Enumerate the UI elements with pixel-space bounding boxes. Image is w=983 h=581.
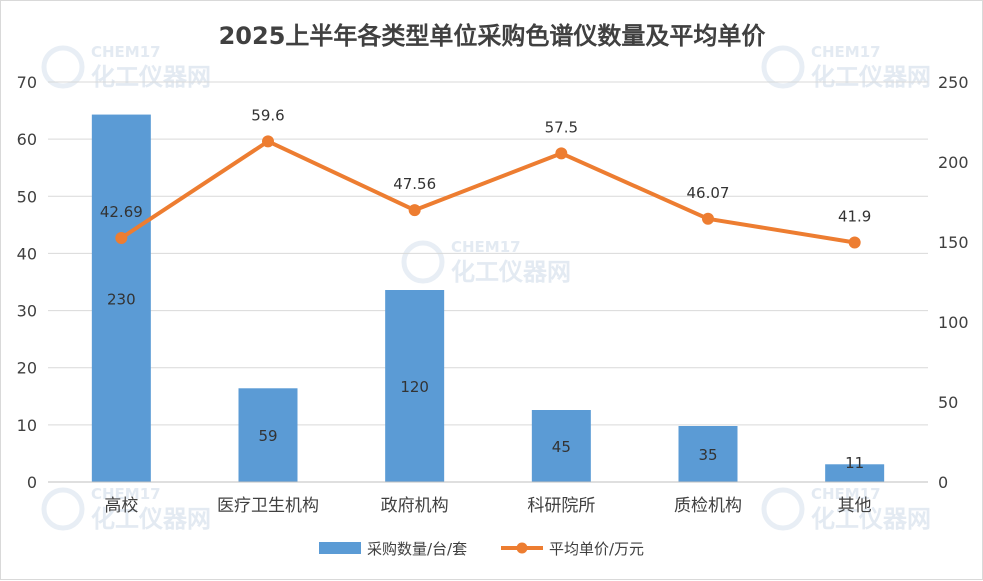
watermark-brand: CHEM17 [451,238,521,256]
watermark-logo-ring [41,45,85,89]
watermark-logo-ring [401,240,445,284]
line-data-label: 46.07 [687,184,730,202]
y-right-tick-label: 250 [938,73,969,92]
watermark-brand: CHEM17 [91,43,161,61]
line-point [555,147,568,160]
watermark-cn: 化工仪器网 [451,258,571,286]
y-left-tick-label: 60 [17,130,37,149]
watermark-cn: 化工仪器网 [811,505,931,533]
y-left-tick-label: 40 [17,244,37,263]
line-point [848,236,861,249]
x-tick-label: 科研院所 [527,496,595,516]
chart-title: 2025上半年各类型单位采购色谱仪数量及平均单价 [219,22,767,50]
line-point [408,204,421,217]
y-right-tick-label: 50 [938,393,958,412]
watermark-brand: CHEM17 [91,485,161,503]
legend-line-marker [516,542,528,554]
bar-data-label: 45 [552,438,571,456]
watermark-layer: CHEM17 化工仪器网 CHEM17 化工仪器网 CHEM17 化工仪器网 CHEM17 化… [41,43,931,533]
legend-bar-swatch [319,542,361,554]
watermark-brand: CHEM17 [811,43,881,61]
y-left-tick-label: 0 [27,473,37,492]
bar [238,388,298,482]
bar-series [91,114,885,483]
bar [531,410,591,482]
line-point [702,212,714,225]
x-tick-label: 高校 [104,496,138,516]
y-right-tick-label: 0 [938,473,948,492]
y-left-tick-label: 10 [17,416,37,435]
watermark-logo-ring [41,487,85,531]
y-left-tick-label: 50 [17,187,37,206]
bar-data-label: 120 [400,378,429,396]
x-tick-label: 其他 [838,496,872,516]
bar-data-label: 35 [698,446,717,464]
legend-line-label: 平均单价/万元 [549,540,644,558]
bar [678,426,738,482]
x-tick-label: 医疗卫生机构 [217,496,319,516]
legend: 采购数量/台/套 平均单价/万元 [319,540,644,558]
line-data-label: 59.6 [251,106,284,124]
line-data-label: 41.9 [838,207,871,225]
watermark-4: CHEM17 化工仪器网 [41,485,211,533]
line-series [115,135,861,249]
watermark-cn: 化工仪器网 [811,63,931,91]
watermark-logo-ring [761,487,805,531]
y-right-tick-label: 150 [938,233,969,252]
line-data-labels: 42.69 59.6 47.56 57.5 46.07 41.9 [100,106,872,225]
bar-data-label: 230 [107,290,136,308]
bar [825,464,885,482]
watermark-3: CHEM17 化工仪器网 [401,238,571,286]
bar [385,290,445,482]
line-point [115,232,128,244]
y-left-tick-label: 70 [17,73,37,92]
bar-data-labels: 230 59 120 45 35 11 [107,290,864,472]
watermark-2: CHEM17 化工仪器网 [761,43,931,91]
x-tick-label: 政府机构 [381,496,449,516]
legend-bar-label: 采购数量/台/套 [367,540,467,558]
watermark-brand: CHEM17 [811,485,881,503]
watermark-cn: 化工仪器网 [91,505,211,533]
x-tick-label: 质检机构 [674,496,742,516]
y-right-tick-label: 100 [938,313,969,332]
line-data-label: 42.69 [100,203,143,221]
bar-data-label: 11 [845,454,864,472]
bar-data-label: 59 [258,427,277,445]
line-path [120,139,855,245]
y-right-tick-label: 200 [938,153,969,172]
line-point [262,135,274,148]
line-data-label: 57.5 [545,118,578,136]
watermark-cn: 化工仪器网 [91,63,211,91]
line-data-label: 47.56 [393,175,436,193]
watermark-1: CHEM17 化工仪器网 [41,43,211,91]
watermark-logo-ring [761,45,805,89]
y-left-tick-label: 20 [17,359,37,378]
y-left-tick-label: 30 [17,302,37,321]
axes: 0 10 20 30 40 50 60 70 0 50 100 150 200 250 高校 医疗卫生机构 政府… [17,73,969,516]
bar [91,114,151,483]
gridlines [48,81,928,426]
watermark-5: CHEM17 化工仪器网 [761,485,931,533]
